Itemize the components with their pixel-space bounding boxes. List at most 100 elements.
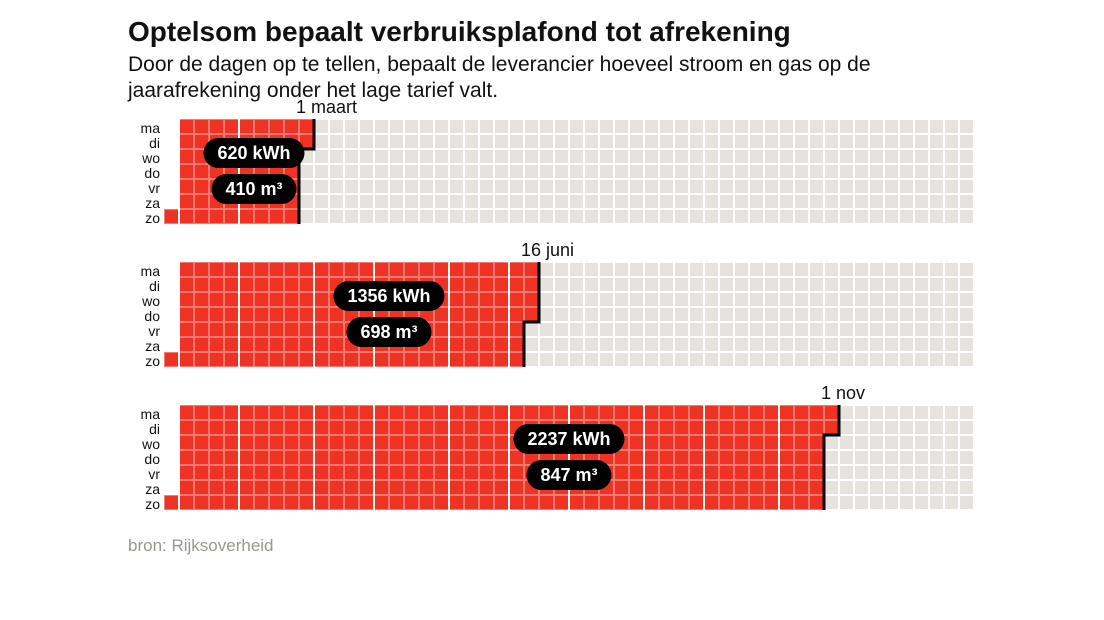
calendar-cell <box>854 277 869 292</box>
calendar-week-col <box>359 405 374 510</box>
calendar-cell <box>494 134 509 149</box>
calendar-cell <box>779 480 794 495</box>
calendar-cell <box>449 480 464 495</box>
calendar-week-col <box>854 119 869 224</box>
calendar-cell <box>509 194 524 209</box>
month-separator <box>508 405 510 510</box>
calendar-cell <box>284 480 299 495</box>
calendar-cell <box>824 322 839 337</box>
calendar-cell <box>584 194 599 209</box>
calendar-cell <box>884 179 899 194</box>
calendar-cell <box>194 480 209 495</box>
calendar-cell <box>944 277 959 292</box>
calendar-week-col <box>314 262 329 367</box>
calendar-cell <box>284 292 299 307</box>
day-label: do <box>128 309 160 324</box>
calendar-cell <box>404 465 419 480</box>
calendar-cell <box>719 277 734 292</box>
calendar-cell <box>944 194 959 209</box>
calendar-cell <box>704 337 719 352</box>
calendar-cell <box>659 337 674 352</box>
calendar-cell <box>959 134 974 149</box>
calendar-cell <box>704 420 719 435</box>
calendar-cell <box>869 292 884 307</box>
calendar-cell <box>689 352 704 367</box>
calendar-cell <box>854 450 869 465</box>
calendar-cell <box>659 179 674 194</box>
calendar-cell <box>809 307 824 322</box>
calendar-cell <box>644 134 659 149</box>
calendar-cell <box>224 405 239 420</box>
calendar-cell <box>734 119 749 134</box>
calendar-cell <box>254 209 269 224</box>
calendar-cell <box>944 405 959 420</box>
month-separator <box>373 405 375 510</box>
calendar-week-col <box>659 119 674 224</box>
calendar-cell <box>614 405 629 420</box>
calendar-cell <box>389 450 404 465</box>
calendar-cell <box>494 405 509 420</box>
calendar-cell <box>824 194 839 209</box>
calendar-cell <box>749 465 764 480</box>
calendar-cell <box>674 465 689 480</box>
calendar-cell <box>629 119 644 134</box>
calendar-cell <box>629 277 644 292</box>
value-pill-stack: 2237 kWh847 m³ <box>513 424 624 490</box>
calendar-cell <box>764 450 779 465</box>
calendar-cell <box>674 405 689 420</box>
calendar-cell <box>494 420 509 435</box>
calendar-cell <box>884 420 899 435</box>
calendar-cell <box>179 405 194 420</box>
calendar-cell <box>839 420 854 435</box>
calendar-cell <box>794 465 809 480</box>
calendar-cell <box>764 149 779 164</box>
calendar-cell <box>929 480 944 495</box>
calendar-week-col <box>629 119 644 224</box>
calendar-week-col <box>269 405 284 510</box>
calendar-cell <box>539 134 554 149</box>
calendar-cell <box>809 337 824 352</box>
calendar-cell <box>479 337 494 352</box>
calendar-cell <box>959 262 974 277</box>
m3-pill: 698 m³ <box>346 317 431 347</box>
calendar-cell <box>239 405 254 420</box>
calendar-cell <box>449 465 464 480</box>
calendar-cell <box>434 164 449 179</box>
calendar-cell <box>734 179 749 194</box>
calendar-cell <box>239 119 254 134</box>
calendar-cell <box>764 435 779 450</box>
calendar-cell <box>179 292 194 307</box>
calendar-cell <box>164 307 179 322</box>
calendar-cell <box>434 465 449 480</box>
calendar-week-col <box>929 262 944 367</box>
calendar-cell <box>734 435 749 450</box>
calendar-week-col <box>884 119 899 224</box>
calendar-cell <box>254 292 269 307</box>
calendar-cell <box>824 435 839 450</box>
calendar-cell <box>839 465 854 480</box>
calendar-cell <box>509 322 524 337</box>
calendar-cell <box>629 134 644 149</box>
calendar-cell <box>164 405 179 420</box>
calendar-cell <box>269 292 284 307</box>
calendar-cell <box>509 292 524 307</box>
calendar-cell <box>509 495 524 510</box>
calendar-cell <box>314 262 329 277</box>
calendar-cell <box>509 262 524 277</box>
calendar-cell <box>794 450 809 465</box>
calendar-cell <box>719 119 734 134</box>
calendar-week-col <box>584 262 599 367</box>
calendar-cell <box>584 134 599 149</box>
calendar-week-col <box>374 119 389 224</box>
calendar-cell <box>719 435 734 450</box>
month-separator <box>643 405 645 510</box>
calendar-cell <box>329 420 344 435</box>
calendar-cell <box>689 480 704 495</box>
calendar-cell <box>914 450 929 465</box>
calendar-cell <box>599 352 614 367</box>
calendar-cell <box>884 307 899 322</box>
calendar-cell <box>749 420 764 435</box>
calendar-cell <box>554 179 569 194</box>
calendar-cell <box>884 292 899 307</box>
calendar-cell <box>959 119 974 134</box>
